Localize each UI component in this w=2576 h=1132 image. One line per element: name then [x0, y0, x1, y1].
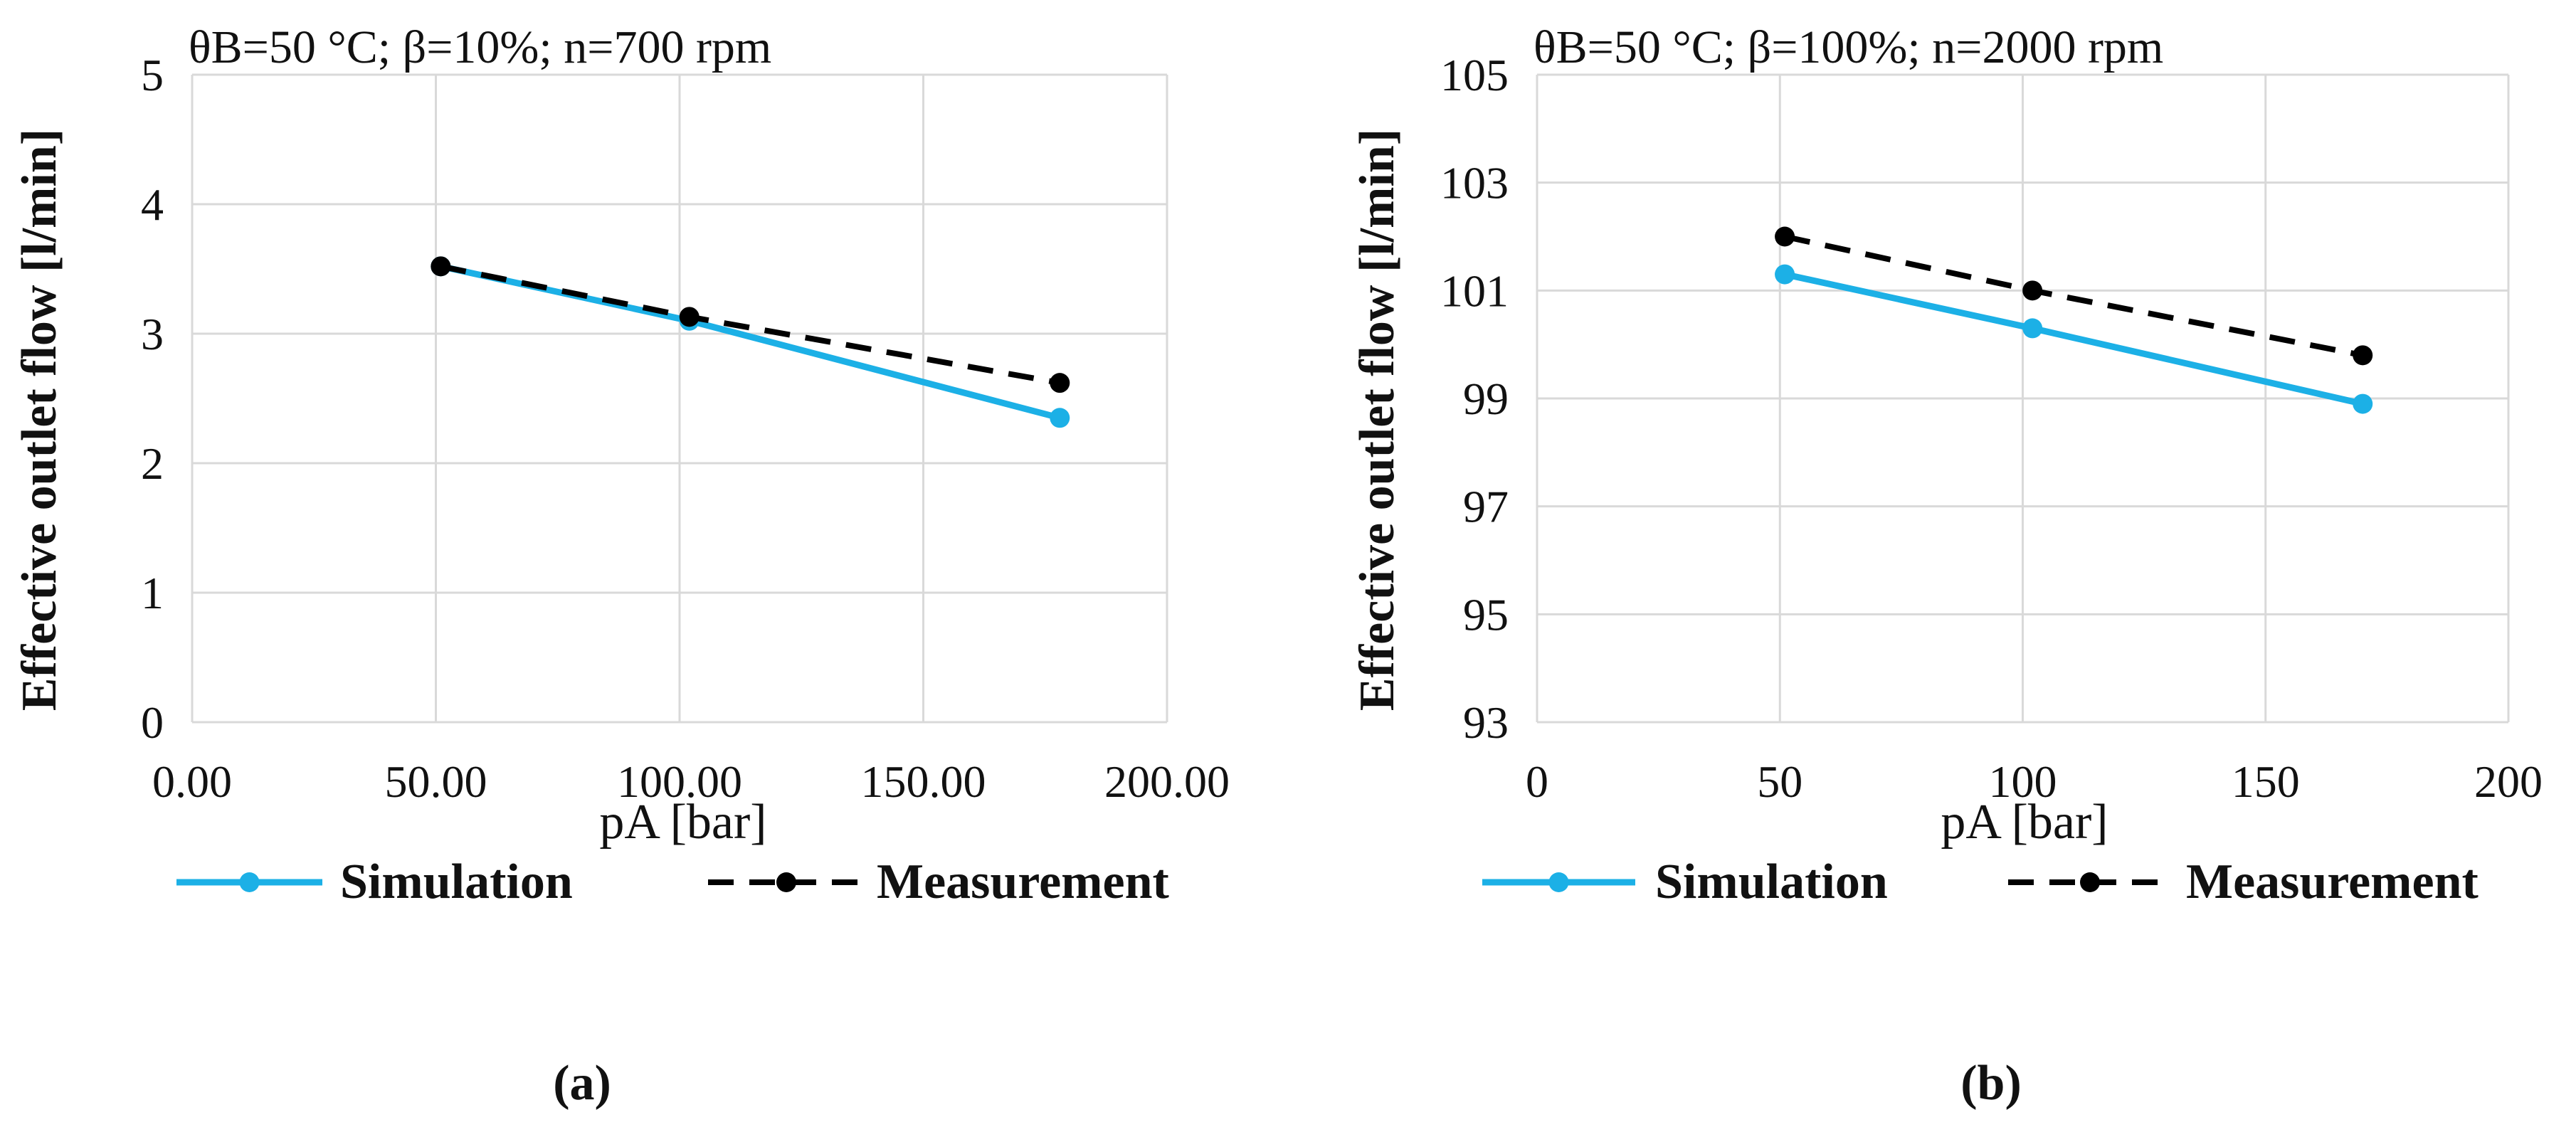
panel-label: (a): [553, 1056, 611, 1111]
legend-marker-measurement: [2080, 872, 2100, 892]
x-tick-label: 0: [1526, 756, 1548, 807]
y-axis-label: Effective outlet flow [l/min]: [1350, 129, 1405, 711]
data-point-measurement: [1775, 226, 1795, 247]
data-point-simulation: [1050, 408, 1070, 428]
x-tick-label: 50: [1757, 756, 1802, 807]
legend-label-measurement: Measurement: [2186, 855, 2479, 909]
x-tick-label: 200: [2474, 756, 2543, 807]
data-point-simulation: [2353, 393, 2373, 414]
x-axis-label: pA [bar]: [1941, 795, 2108, 850]
x-tick-label: 0.00: [152, 756, 232, 807]
chart-title: θB=50 °C; β=10%; n=700 rpm: [189, 21, 771, 73]
data-point-measurement: [2353, 345, 2373, 366]
y-tick-label: 103: [1440, 158, 1509, 208]
y-tick-label: 5: [141, 50, 164, 100]
legend-marker-simulation: [1548, 872, 1569, 892]
y-axis-label: Effective outlet flow [l/min]: [12, 129, 67, 711]
chart-panel-1: 93 95 97 99 101 103 105 0 50 100 150 200 θB=50 °C; β…: [1350, 21, 2543, 1111]
y-tick-label: 93: [1463, 697, 1509, 748]
x-tick-label: 100: [1989, 756, 2057, 807]
data-point-measurement: [1050, 373, 1070, 393]
y-tick-label: 2: [141, 438, 164, 489]
y-tick-label: 0: [141, 697, 164, 748]
x-tick-label: 200.00: [1104, 756, 1230, 807]
panel-label: (b): [1960, 1056, 2022, 1111]
legend-label-simulation: Simulation: [340, 855, 573, 909]
legend-marker-simulation: [239, 872, 260, 892]
data-point-simulation: [2022, 318, 2043, 339]
data-point-measurement: [679, 307, 700, 327]
x-tick-label: 50.00: [385, 756, 487, 807]
legend-label-measurement: Measurement: [877, 855, 1169, 909]
legend-marker-measurement: [776, 872, 796, 892]
series-line-simulation: [440, 263, 1061, 421]
y-tick-label: 95: [1463, 589, 1509, 640]
y-tick-label: 4: [141, 179, 164, 230]
data-point-simulation: [1775, 264, 1795, 285]
data-point-measurement: [2022, 280, 2043, 301]
y-tick-label: 99: [1463, 374, 1509, 424]
y-tick-label: 3: [141, 309, 164, 359]
legend-label-simulation: Simulation: [1655, 855, 1888, 909]
x-tick-label: 150.00: [861, 756, 986, 807]
x-tick-label: 100.00: [617, 756, 742, 807]
chart-title: θB=50 °C; β=100%; n=2000 rpm: [1534, 21, 2163, 73]
y-tick-label: 101: [1440, 265, 1509, 316]
data-point-measurement: [431, 256, 451, 277]
series-line-measurement: [440, 263, 1061, 386]
y-tick-label: 97: [1463, 482, 1509, 532]
y-tick-label: 105: [1440, 50, 1509, 100]
y-tick-label: 1: [141, 568, 164, 618]
x-axis-label: pA [bar]: [599, 795, 766, 850]
x-tick-label: 150: [2232, 756, 2300, 807]
